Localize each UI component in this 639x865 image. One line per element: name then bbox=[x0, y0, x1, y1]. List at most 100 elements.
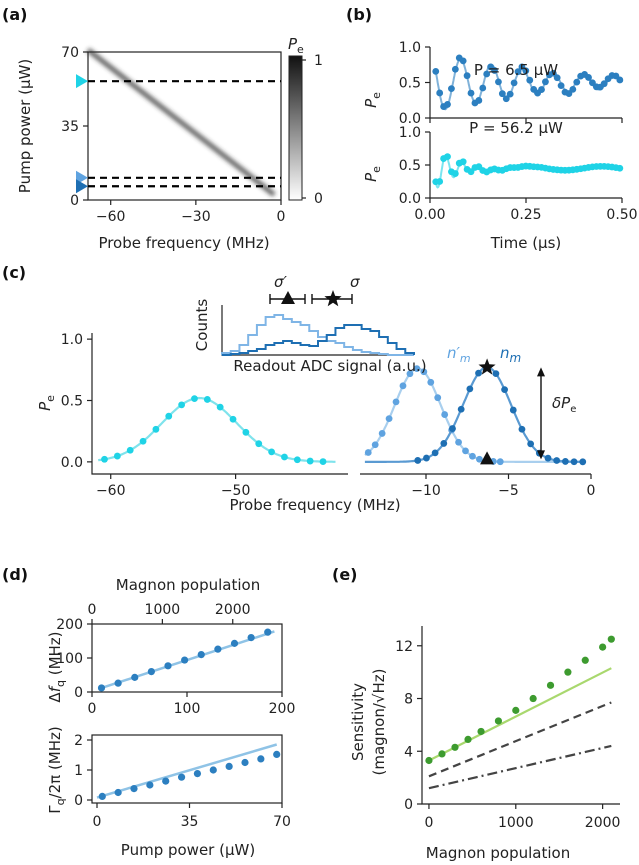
rabi-point bbox=[467, 89, 475, 97]
n-label: nm bbox=[500, 344, 521, 365]
rabi-bottom-annotation: P = 56.2 µW bbox=[469, 119, 563, 137]
spectrum-point-2 bbox=[414, 457, 422, 464]
histogram-inset bbox=[221, 290, 415, 356]
rabi-xtick-label-0: 0.00 bbox=[414, 207, 445, 223]
spectrum-point-0 bbox=[113, 452, 121, 460]
panel-label-a: (a) bbox=[2, 5, 27, 24]
spectrum-point-2 bbox=[492, 370, 500, 378]
linewidth-ytick-label-2: 2 bbox=[74, 733, 83, 749]
rabi-point bbox=[616, 164, 624, 172]
shift-top-xtick-label-1: 1000 bbox=[145, 602, 181, 618]
linewidth-frame bbox=[91, 734, 283, 804]
spectrum-point-1 bbox=[371, 441, 379, 449]
rabi-ytick-label-0: 0.0 bbox=[399, 191, 421, 207]
linewidth-xlabel: Pump power (µW) bbox=[121, 841, 255, 859]
sensitivity-xtick-label-2: 2000 bbox=[585, 815, 621, 831]
linewidth-ytick-label-1: 1 bbox=[74, 763, 83, 779]
rabi-bottom-ylabel: Pe bbox=[362, 166, 383, 182]
shift-point bbox=[114, 679, 122, 687]
delta-arrow-head-top bbox=[537, 367, 545, 377]
shift-top-xtick-label-2: 2000 bbox=[215, 602, 251, 618]
linewidth-point bbox=[209, 766, 217, 774]
heatmap-ylabel: Pump power (µW) bbox=[16, 59, 34, 193]
rabi-point bbox=[542, 78, 549, 86]
rabi-point bbox=[491, 67, 498, 74]
heatmap-xtick-label-2: 0 bbox=[277, 209, 286, 225]
sensitivity-ytick-label-3: 12 bbox=[395, 639, 413, 655]
rabi-point bbox=[495, 78, 502, 86]
sensitivity-ylabel: Sensitivity bbox=[349, 683, 367, 761]
spectrum-ytick-label-0: 0.0 bbox=[61, 455, 83, 471]
sensitivity-line-dashdot bbox=[428, 744, 612, 790]
spectrum-point-2 bbox=[570, 458, 578, 466]
sensitivity-line-dashed bbox=[428, 701, 612, 778]
spectrum-point-2 bbox=[579, 458, 587, 466]
spectrum-point-1 bbox=[364, 449, 372, 456]
inset-histogram-light bbox=[221, 314, 414, 356]
rabi-xtick-label-1: 0.25 bbox=[510, 207, 541, 223]
linewidth-ylabel: Γq/2π (MHz) bbox=[46, 726, 67, 814]
spectrum-point-2 bbox=[457, 405, 465, 413]
rabi-point bbox=[444, 153, 451, 161]
spectrum-fit-line-2 bbox=[364, 366, 586, 463]
spectrum-point-0 bbox=[139, 437, 147, 445]
panel-a: (a) −60 −30 0 0 35 70 Probe frequency (MHz) P… bbox=[2, 5, 323, 252]
sensitivity-xtick-label-0: 0 bbox=[424, 815, 433, 831]
shift-ytick-label-2: 200 bbox=[56, 617, 83, 633]
shift-top-xlabel: Magnon population bbox=[116, 576, 260, 594]
shift-point bbox=[230, 639, 239, 647]
spectrum-point-2 bbox=[423, 454, 430, 462]
linewidth-fit-line bbox=[96, 743, 278, 799]
panel-label-b: (b) bbox=[346, 5, 372, 24]
spectrum-point-0 bbox=[281, 453, 288, 461]
panel-label-d: (d) bbox=[2, 565, 28, 584]
delta-pe-label: δPe bbox=[552, 394, 576, 415]
rabi-ytick-label-1: 0.5 bbox=[399, 158, 421, 174]
spectrum-point-1 bbox=[441, 411, 449, 418]
rabi-point bbox=[483, 70, 491, 78]
linewidth-point bbox=[98, 792, 106, 801]
shift-point bbox=[264, 628, 272, 636]
rabi-point bbox=[573, 78, 581, 86]
linewidth-point bbox=[225, 762, 233, 771]
rabi-point bbox=[506, 90, 514, 98]
spectrum-fit-line-1 bbox=[364, 367, 586, 463]
sensitivity-point bbox=[599, 643, 607, 651]
shift-point bbox=[181, 656, 189, 664]
sensitivity-point bbox=[546, 681, 555, 689]
spectrum-right-xtick-label-2: 0 bbox=[587, 483, 596, 499]
rabi-point bbox=[557, 82, 565, 89]
n-prime-label: n′m bbox=[447, 344, 471, 365]
colorbar-tick-min: 0 bbox=[314, 191, 323, 207]
spectrum-point-0 bbox=[126, 446, 134, 454]
linewidth-plot: 0 1 2 0 35 70 bbox=[74, 733, 291, 830]
rabi-point bbox=[498, 90, 506, 98]
rabi-point bbox=[451, 170, 459, 177]
spectrum-point-0 bbox=[319, 458, 327, 465]
shift-xtick-label-0: 0 bbox=[88, 701, 97, 717]
rabi-xtick-label-2: 0.50 bbox=[606, 207, 637, 223]
spectrum-point-0 bbox=[165, 412, 173, 420]
spectrum-ytick-label-2: 1.0 bbox=[61, 332, 83, 348]
spectrum-left-plot: 0.0 0.5 1.0 −60 −50 bbox=[61, 332, 348, 499]
spectrum-right-xtick-label-1: −5 bbox=[498, 483, 519, 499]
sigma-prime-label: σ′ bbox=[274, 273, 288, 291]
inset-ylabel: Counts bbox=[193, 299, 211, 352]
linewidth-point bbox=[273, 750, 281, 759]
sensitivity-point bbox=[438, 750, 446, 758]
sensitivity-ytick-label-2: 8 bbox=[404, 692, 413, 708]
spectrum-point-0 bbox=[152, 425, 160, 433]
colorbar bbox=[288, 55, 303, 201]
shift-point bbox=[197, 651, 205, 659]
inset-triangle-marker bbox=[281, 291, 295, 304]
rabi-point bbox=[479, 84, 487, 92]
star-marker bbox=[478, 358, 496, 375]
sensitivity-point bbox=[451, 743, 459, 751]
heatmap-ytick-label-1: 35 bbox=[61, 119, 79, 135]
spectrum-point-0 bbox=[178, 401, 186, 409]
colorbar-tick-max: 1 bbox=[314, 53, 323, 69]
shift-point bbox=[247, 634, 255, 642]
rabi-point bbox=[444, 101, 451, 108]
